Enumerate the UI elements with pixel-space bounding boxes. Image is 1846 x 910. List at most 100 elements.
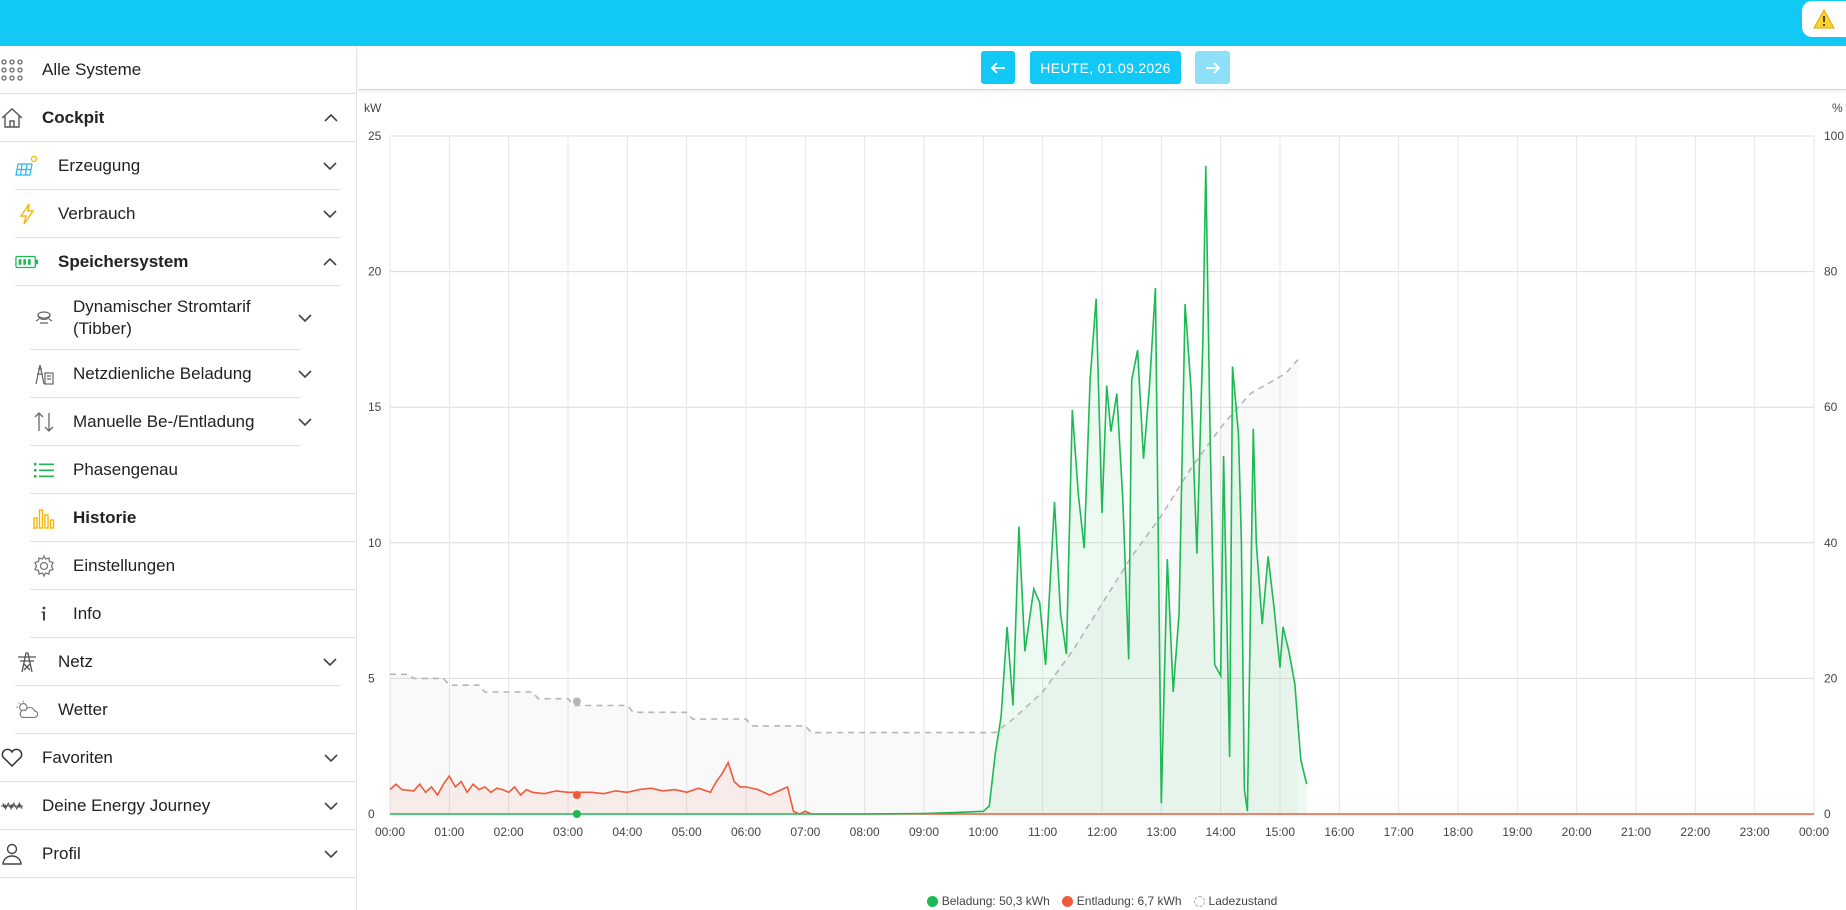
sidebar-item-wetter[interactable]: Wetter bbox=[15, 686, 357, 734]
y-right-tick-label: 40 bbox=[1824, 536, 1838, 550]
chevron-down-icon[interactable] bbox=[322, 654, 338, 670]
sidebar-item-historie[interactable]: Historie bbox=[30, 494, 357, 542]
sidebar-item-label: Dynamischer Stromtarif (Tibber) bbox=[73, 296, 251, 340]
x-tick-label: 04:00 bbox=[612, 825, 642, 839]
sidebar-item-netzdienliche-beladung[interactable]: Netzdienliche Beladung bbox=[30, 350, 312, 398]
chevron-down-icon[interactable] bbox=[322, 206, 338, 222]
y-left-tick-label: 25 bbox=[368, 129, 382, 143]
sidebar-item-label: Netzdienliche Beladung bbox=[73, 363, 252, 383]
sidebar-item-label: Cockpit bbox=[42, 107, 105, 127]
series-beladung-area bbox=[390, 165, 1307, 815]
x-tick-label: 01:00 bbox=[434, 825, 464, 839]
sidebar-item-favoriten[interactable]: Favoriten bbox=[0, 734, 357, 782]
x-tick-label: 07:00 bbox=[790, 825, 820, 839]
sidebar-item-speichersystem[interactable]: Speichersystem bbox=[15, 238, 341, 286]
x-tick-label: 16:00 bbox=[1324, 825, 1354, 839]
chevron-down-icon[interactable] bbox=[322, 158, 338, 174]
x-tick-label: 11:00 bbox=[1028, 825, 1057, 839]
sidebar: Alle Systeme Cockpit Erzeugung Verbrauch bbox=[0, 46, 357, 910]
x-tick-label: 19:00 bbox=[1502, 825, 1532, 839]
date-selector-button[interactable]: HEUTE, 01.09.2026 bbox=[1030, 51, 1181, 84]
sidebar-item-label: Erzeugung bbox=[58, 155, 141, 175]
sidebar-item-label: Info bbox=[73, 603, 102, 623]
sidebar-item-alle-systeme[interactable]: Alle Systeme bbox=[0, 46, 357, 94]
sidebar-item-einstellungen[interactable]: Einstellungen bbox=[30, 542, 357, 590]
sidebar-item-manuelle-be-entladung[interactable]: Manuelle Be-/Entladung bbox=[30, 398, 312, 446]
sidebar-item-phasengenau[interactable]: Phasengenau bbox=[30, 446, 357, 494]
sidebar-item-label: Deine Energy Journey bbox=[42, 795, 211, 815]
legend-swatch-entladung bbox=[1061, 895, 1073, 907]
sidebar-item-erzeugung[interactable]: Erzeugung bbox=[15, 142, 341, 190]
marker-beladung bbox=[572, 810, 581, 818]
x-tick-label: 00:00 bbox=[375, 825, 405, 839]
grid-icon bbox=[0, 58, 24, 82]
x-tick-label: 18:00 bbox=[1443, 825, 1473, 839]
sidebar-item-verbrauch[interactable]: Verbrauch bbox=[15, 190, 341, 238]
solar-panel-icon bbox=[15, 154, 39, 178]
sidebar-item-label: Phasengenau bbox=[73, 459, 178, 479]
legend-label-ladezustand: Ladezustand bbox=[1208, 894, 1278, 908]
chevron-down-icon[interactable] bbox=[323, 750, 339, 766]
chevron-down-icon[interactable] bbox=[323, 846, 339, 862]
chart-grid bbox=[389, 135, 1815, 815]
sidebar-item-label: Verbrauch bbox=[58, 203, 136, 223]
warning-icon bbox=[1813, 9, 1835, 29]
legend-item-entladung[interactable]: Entladung: 6,7 kWh bbox=[1061, 894, 1182, 908]
sidebar-item-dynamischer-stromtarif[interactable]: Dynamischer Stromtarif (Tibber) bbox=[30, 286, 312, 350]
y-left-tick-label: 5 bbox=[368, 671, 375, 685]
chevron-up-icon[interactable] bbox=[323, 110, 339, 126]
x-tick-label: 10:00 bbox=[968, 825, 998, 839]
legend-item-ladezustand[interactable]: Ladezustand bbox=[1193, 894, 1278, 908]
sidebar-item-cockpit[interactable]: Cockpit bbox=[0, 94, 357, 142]
chevron-down-icon[interactable] bbox=[297, 366, 313, 382]
x-tick-label: 06:00 bbox=[731, 825, 761, 839]
battery-icon bbox=[15, 250, 39, 274]
legend-label-entladung: Entladung: 6,7 kWh bbox=[1076, 894, 1182, 908]
sidebar-item-energy-journey[interactable]: Deine Energy Journey bbox=[0, 782, 357, 830]
x-tick-label: 17:00 bbox=[1384, 825, 1414, 839]
x-tick-label: 08:00 bbox=[850, 825, 880, 839]
chevron-down-icon[interactable] bbox=[297, 310, 313, 326]
x-tick-label: 09:00 bbox=[909, 825, 939, 839]
sidebar-item-label: Einstellungen bbox=[73, 555, 176, 575]
chevron-up-icon[interactable] bbox=[322, 254, 338, 270]
heart-icon bbox=[0, 746, 24, 770]
x-tick-label: 00:00 bbox=[1799, 825, 1829, 839]
previous-day-button[interactable] bbox=[981, 51, 1015, 84]
y-right-tick-label: 20 bbox=[1824, 671, 1838, 685]
chart-series bbox=[389, 165, 1814, 815]
x-tick-label: 21:00 bbox=[1621, 825, 1651, 839]
y-right-tick-label: 0 bbox=[1824, 807, 1831, 821]
sidebar-item-label: Speichersystem bbox=[58, 251, 189, 271]
x-tick-label: 05:00 bbox=[672, 825, 702, 839]
legend-item-beladung[interactable]: Beladung: 50,3 kWh bbox=[926, 894, 1050, 908]
history-chart: 0 5 10 15 20 25 0 20 40 60 80 100 kW % 00:00 01:00 02:00… bbox=[364, 101, 1844, 839]
legend-swatch-beladung bbox=[926, 895, 938, 907]
grid-building-icon bbox=[32, 362, 56, 386]
sidebar-item-netz[interactable]: Netz bbox=[15, 638, 341, 686]
chevron-down-icon[interactable] bbox=[297, 414, 313, 430]
sidebar-item-profil[interactable]: Profil bbox=[0, 830, 357, 878]
lightning-icon bbox=[15, 202, 39, 226]
info-icon bbox=[32, 602, 56, 626]
x-tick-label: 12:00 bbox=[1087, 825, 1117, 839]
next-day-button[interactable] bbox=[1195, 51, 1230, 84]
user-icon bbox=[0, 842, 24, 866]
sidebar-item-label: Alle Systeme bbox=[42, 59, 142, 79]
chevron-down-icon[interactable] bbox=[323, 798, 339, 814]
home-icon bbox=[0, 106, 24, 130]
y-right-unit: % bbox=[1832, 101, 1843, 115]
legend-label-beladung: Beladung: 50,3 kWh bbox=[941, 894, 1050, 908]
warning-button[interactable] bbox=[1802, 1, 1846, 37]
list-icon bbox=[32, 458, 56, 482]
sidebar-item-info[interactable]: Info bbox=[30, 590, 357, 638]
y-right-tick-label: 100 bbox=[1824, 129, 1844, 143]
chart-markers bbox=[572, 697, 581, 818]
weather-icon bbox=[15, 698, 39, 722]
power-tower-icon bbox=[15, 650, 39, 674]
label-line-2: (Tibber) bbox=[73, 319, 132, 338]
arrow-right-icon bbox=[1205, 61, 1220, 74]
label-line-1: Dynamischer Stromtarif bbox=[73, 297, 251, 316]
gear-icon bbox=[32, 554, 56, 578]
journey-icon bbox=[0, 794, 24, 818]
